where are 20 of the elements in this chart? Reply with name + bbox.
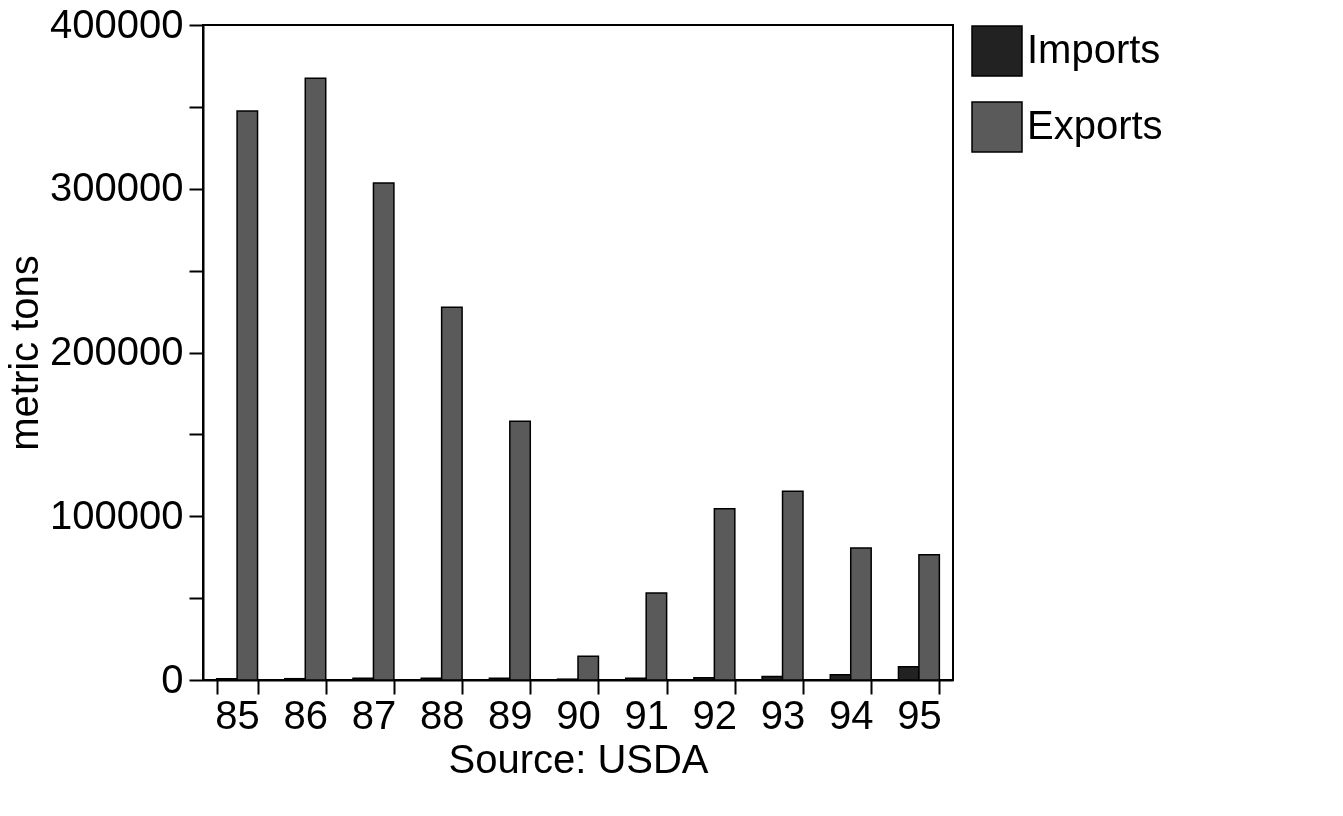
y-tick-label: 100000: [50, 492, 184, 537]
x-tick-label: 91: [624, 692, 669, 737]
x-tick-label: 87: [351, 692, 397, 737]
y-tick-label: 200000: [50, 329, 184, 373]
legend-label: Exports: [1027, 103, 1163, 147]
y-axis-title: metric tons: [2, 255, 47, 451]
source-note: Source: USDA: [448, 736, 709, 781]
y-tick-label: 400000: [50, 1, 184, 46]
y-tick-label: 0: [161, 656, 184, 701]
x-tick-label: 88: [419, 692, 465, 737]
x-tick-label: 89: [488, 692, 533, 737]
x-tick-label: 94: [828, 692, 874, 737]
legend-label: Imports: [1027, 27, 1161, 71]
x-tick-label: 85: [215, 692, 260, 737]
x-tick-label: 86: [283, 692, 329, 737]
x-tick-label: 95: [897, 692, 942, 737]
y-tick-label: 300000: [50, 165, 184, 210]
x-tick-label: 90: [556, 692, 601, 737]
x-tick-label: 93: [760, 692, 806, 737]
x-tick-label: 92: [692, 692, 738, 737]
